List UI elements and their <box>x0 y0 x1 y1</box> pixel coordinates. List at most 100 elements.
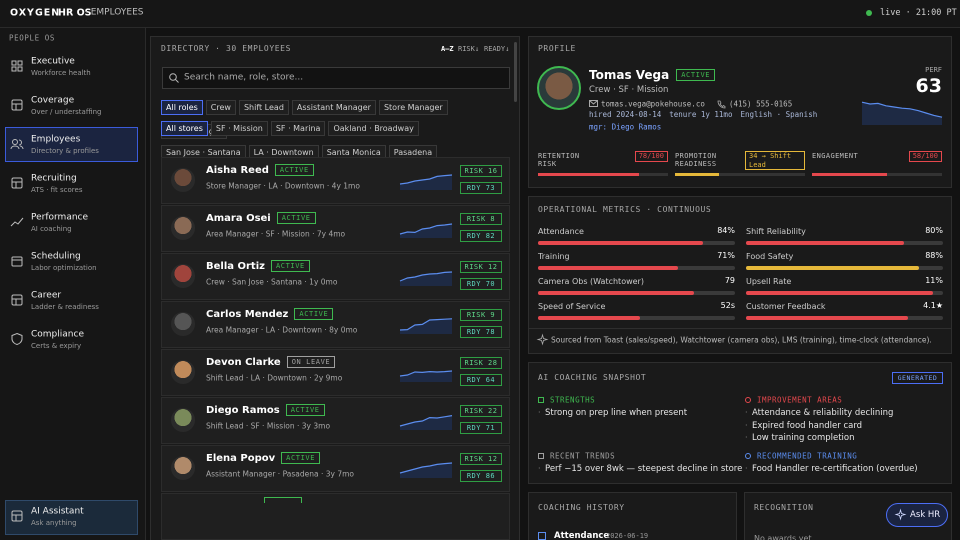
metric-label: Attendance <box>538 227 584 237</box>
profile-name-row: Tomas Vega ACTIVE <box>589 68 716 82</box>
employee-meta: Crew · San Jose · Santana · 1y 0mo <box>206 277 338 287</box>
shape <box>11 294 23 306</box>
nav-label[interactable]: Career <box>31 290 62 301</box>
employee-name[interactable]: Diego Ramos <box>206 404 280 416</box>
profile-email[interactable]: tomas.vega@pokehouse.co <box>601 99 705 109</box>
recognition-empty: No awards yet <box>754 534 812 540</box>
nav-label[interactable]: Employees <box>31 134 81 145</box>
section-item: Perf −15 over 8wk — steepest decline in … <box>545 463 743 474</box>
metric-value: 71% <box>717 251 735 260</box>
nav-label[interactable]: Compliance <box>31 329 84 340</box>
employee-meta: Area Manager · LA · Downtown · 8y 0mo <box>206 325 358 335</box>
employee-name[interactable]: Aisha Reed <box>206 164 269 176</box>
assistant-label[interactable]: AI Assistant <box>31 506 84 517</box>
employee-name[interactable]: Carlos Mendez <box>206 308 289 320</box>
employee-meta: Store Manager · LA · Downtown · 4y 1mo <box>206 181 360 191</box>
employee-name[interactable]: Amara Osei <box>206 212 271 224</box>
filter-chip[interactable]: SF · Marina <box>270 121 326 136</box>
filter-chip[interactable]: All stores <box>161 121 208 136</box>
profile-meta: Crew · SF · Mission <box>589 84 669 95</box>
filter-chip[interactable]: Assistant Manager <box>291 100 376 115</box>
shape <box>11 99 23 111</box>
shape <box>589 100 598 107</box>
trend-spark-area <box>400 415 452 430</box>
metric-value: 80% <box>925 226 943 235</box>
sort-option[interactable]: READY↓ <box>484 44 510 53</box>
search-box[interactable] <box>162 67 510 89</box>
filter-chip[interactable]: SF · Mission <box>210 121 268 136</box>
bullet: · <box>745 420 748 430</box>
trend-spark-line <box>399 318 453 331</box>
scrollbar[interactable] <box>514 42 517 102</box>
employee-card[interactable] <box>161 397 510 444</box>
ready-badge: RDY 73 <box>460 182 502 194</box>
nav-label[interactable]: Executive <box>31 56 75 67</box>
nav-icon <box>10 217 24 227</box>
metric-label: Shift Reliability <box>746 227 806 237</box>
nav-label[interactable]: Recruiting <box>31 173 77 184</box>
shape <box>589 100 598 105</box>
filter-chip[interactable]: Shift Lead <box>238 100 289 115</box>
assistant-sub: Ask anything <box>31 518 77 527</box>
perf-spark-area <box>862 102 942 125</box>
ask-hr-label[interactable]: Ask HR <box>910 509 941 520</box>
ready-badge: RDY 86 <box>460 470 502 482</box>
assistant-button[interactable] <box>5 500 138 535</box>
employee-name[interactable]: Elena Popov <box>206 452 276 464</box>
section-heading: RECENT TRENDS <box>550 451 616 461</box>
avatar <box>171 312 195 336</box>
metric-value: 4.1★ <box>923 301 943 310</box>
nav-sub: ATS · fit scores <box>31 185 83 194</box>
profile-detail: tenure 1y 11mo <box>669 110 733 119</box>
nav-icon <box>11 332 23 346</box>
top-bar <box>0 0 960 28</box>
profile-phone: (415) 555-0165 <box>729 99 793 109</box>
nav-label[interactable]: Coverage <box>31 95 75 106</box>
section-icon <box>538 453 544 459</box>
nav-icon <box>11 294 23 306</box>
employee-meta: Shift Lead · SF · Mission · 3y 3mo <box>206 421 331 431</box>
entry-checkbox[interactable] <box>538 532 546 540</box>
score-value: 58/100 <box>908 151 942 162</box>
filter-chip[interactable]: Crew <box>205 100 236 115</box>
nav-label[interactable]: Scheduling <box>31 251 81 262</box>
shape <box>717 100 726 109</box>
filter-chip[interactable]: All roles <box>161 100 203 115</box>
trend-spark-area <box>400 371 452 382</box>
sort-option[interactable]: A–Z <box>441 44 454 53</box>
sort-option[interactable]: RISK↓ <box>458 44 480 53</box>
phone-icon <box>717 100 726 109</box>
score-value: 34 → Shift Lead <box>745 151 805 170</box>
employee-name[interactable]: Devon Clarke <box>206 356 281 368</box>
metric-value: 11% <box>925 276 943 285</box>
nav-sub: Ladder & readiness <box>31 302 99 311</box>
metric-bar <box>538 266 678 270</box>
perf-spark-line <box>861 101 943 118</box>
metric-bar <box>746 241 904 245</box>
metric-value: 52s <box>720 301 735 310</box>
employee-name[interactable]: Bella Ortiz <box>206 260 265 272</box>
metric-label: Food Safety <box>746 252 794 262</box>
section-item: Low training completion <box>752 432 855 443</box>
name-row: Carlos Mendez ACTIVE <box>206 308 334 320</box>
nav-label[interactable]: Performance <box>31 212 89 223</box>
avatar <box>171 360 195 384</box>
trend-spark-line <box>399 271 453 282</box>
coaching-title: AI COACHING SNAPSHOT <box>538 373 647 383</box>
nav-sub: AI coaching <box>31 224 72 233</box>
filter-chip[interactable]: Oakland · Broadway <box>328 121 419 136</box>
profile-manager[interactable]: mgr: Diego Ramos <box>589 122 662 132</box>
risk-badge: RISK 22 <box>460 405 502 417</box>
shape <box>175 79 179 83</box>
bullet: · <box>538 408 541 418</box>
stores-filters: All stores SF · Mission SF · Marina Oakland… <box>161 116 486 164</box>
bullet: · <box>538 464 541 474</box>
filter-chip[interactable]: Store Manager <box>378 100 448 115</box>
employee-card-partial <box>161 493 510 540</box>
brand: OXYGEN <box>10 7 61 19</box>
generated-badge: GENERATED <box>892 372 943 384</box>
perf-spark <box>861 101 943 125</box>
shape <box>11 177 23 189</box>
history-panel <box>528 492 737 540</box>
metric-label: Customer Feedback <box>746 302 826 312</box>
